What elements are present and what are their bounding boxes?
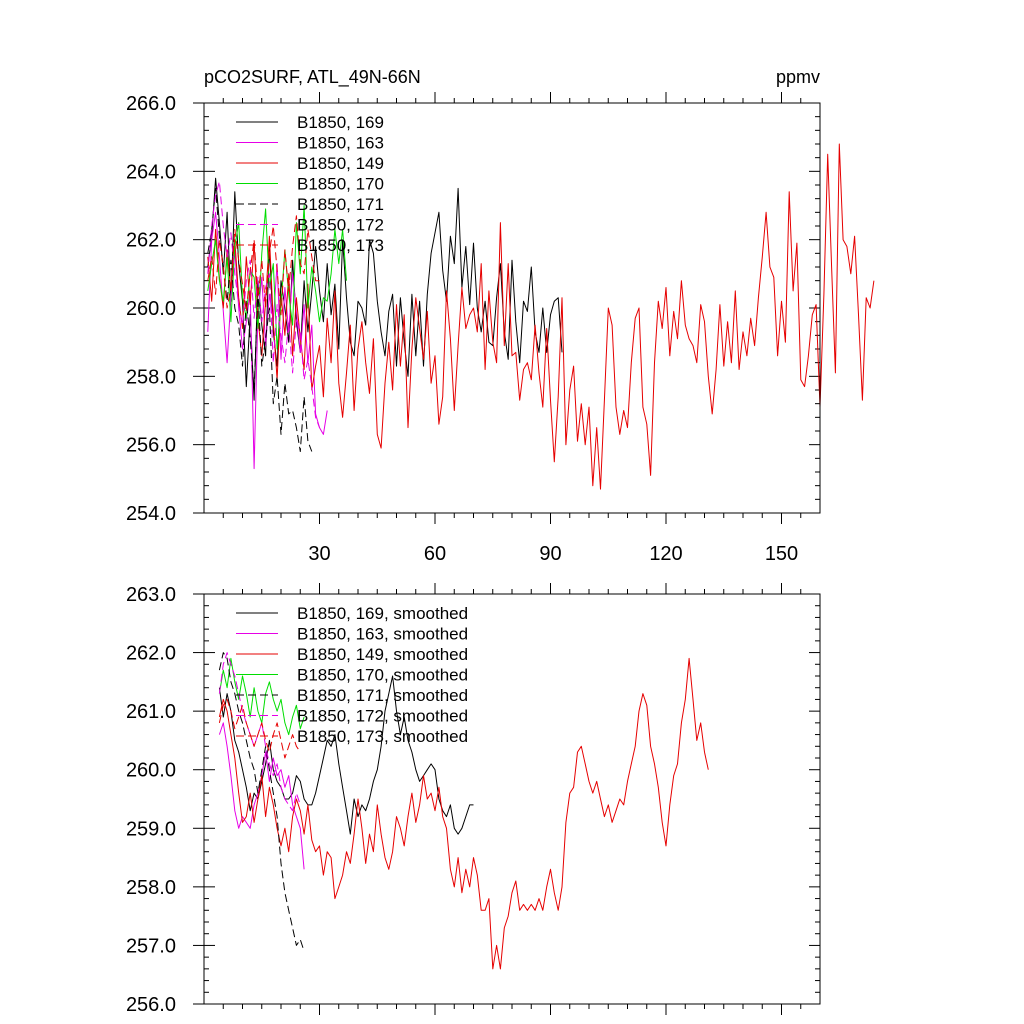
series-line-1 [218, 675, 474, 835]
legend-label-7: B1850, 173 [297, 236, 384, 255]
top-axes: 254.0 256.0 258.0 260.0 262.0 264.0 266.0 30 60 9… [126, 92, 820, 565]
legend-label-1: B1850, 169, smoothed [297, 604, 468, 623]
chart-units: ppmv [776, 67, 820, 87]
legend-label-6: B1850, 172, smoothed [297, 707, 468, 726]
y-tick-label: 256.0 [126, 435, 176, 457]
series-line-4 [207, 205, 347, 350]
y-tick-label: 257.0 [126, 935, 176, 957]
chart-title: pCO2SURF, ATL_49N-66N [204, 67, 421, 88]
legend-label-1: B1850, 169 [297, 113, 384, 132]
y-tick-label: 263.0 [126, 584, 176, 606]
series-line-6 [207, 181, 320, 428]
y-tick-label: 258.0 [126, 877, 176, 899]
series-line-3 [207, 143, 875, 490]
x-tick-label: 120 [649, 543, 682, 565]
y-tick-label: 256.0 [126, 994, 176, 1016]
legend-label-3: B1850, 149 [297, 154, 384, 173]
x-tick-label: 90 [539, 543, 561, 565]
legend-label-3: B1850, 149, smoothed [297, 645, 468, 664]
legend-label-5: B1850, 171, smoothed [297, 686, 468, 705]
legend-label-2: B1850, 163 [297, 134, 384, 153]
x-tick-label: 60 [424, 543, 446, 565]
legend-label-4: B1850, 170, smoothed [297, 666, 468, 685]
top-plot-frame [203, 102, 821, 514]
bottom-series [218, 652, 709, 970]
y-tick-label: 266.0 [126, 93, 176, 115]
top-panel: pCO2SURF, ATL_49N-66N ppmv 254.0 256.0 258… [126, 67, 875, 565]
series-line-3 [218, 657, 709, 970]
x-tick-label: 150 [765, 543, 798, 565]
y-tick-label: 262.0 [126, 643, 176, 665]
bottom-plot-frame [203, 593, 821, 1005]
bottom-legend: B1850, 169, smoothed B1850, 163, smoothed… [236, 604, 468, 746]
x-tick-label: 30 [308, 543, 330, 565]
legend-label-2: B1850, 163, smoothed [297, 625, 468, 644]
y-tick-label: 254.0 [126, 503, 176, 525]
y-tick-label: 262.0 [126, 230, 176, 252]
bottom-panel: 256.0 257.0 258.0 259.0 260.0 261.0 262.0 263.0… [126, 583, 821, 1016]
bottom-axes: 256.0 257.0 258.0 259.0 260.0 261.0 262.0 263.0 [126, 583, 820, 1016]
y-tick-label: 260.0 [126, 298, 176, 320]
legend-label-4: B1850, 170 [297, 175, 384, 194]
series-line-5 [218, 652, 305, 952]
y-tick-label: 260.0 [126, 760, 176, 782]
legend-label-7: B1850, 173, smoothed [297, 727, 468, 746]
series-line-7 [207, 215, 320, 316]
series-line-6 [218, 652, 301, 812]
y-tick-label: 264.0 [126, 161, 176, 183]
y-tick-label: 261.0 [126, 701, 176, 723]
top-series [207, 143, 875, 490]
legend-label-5: B1850, 171 [297, 195, 384, 214]
y-tick-label: 258.0 [126, 366, 176, 388]
y-tick-label: 259.0 [126, 818, 176, 840]
legend-label-6: B1850, 172 [297, 216, 384, 235]
